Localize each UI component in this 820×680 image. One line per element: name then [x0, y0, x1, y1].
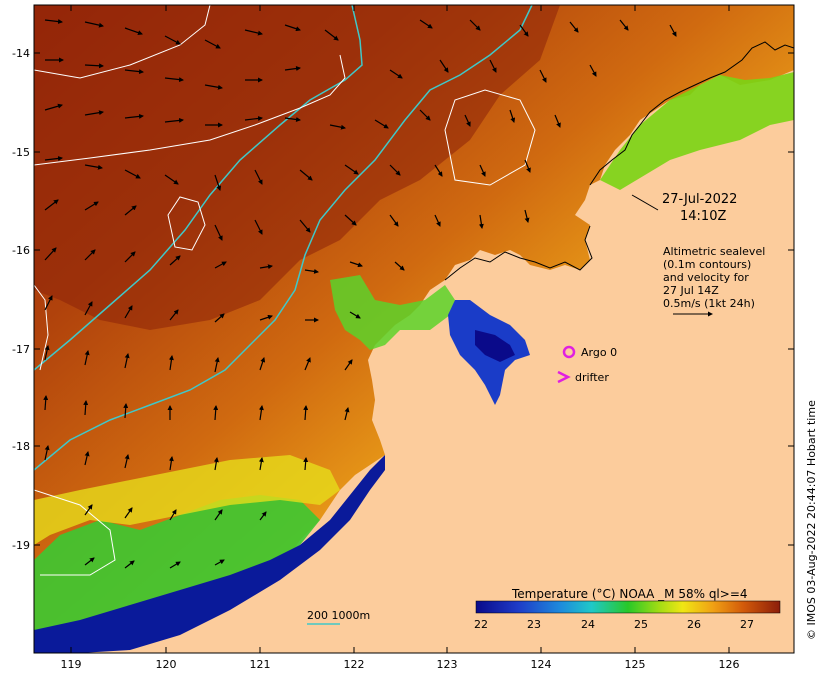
colorbar-tick: 24: [581, 618, 595, 631]
colorbar-title: Temperature (°C) NOAA _M 58% ql>=4: [511, 587, 748, 601]
coastline-mid: [444, 225, 593, 281]
colorbar-tick: 25: [634, 618, 648, 631]
credit-text: © IMOS 03-Aug-2022 20:44:07 Hobart time: [805, 400, 818, 640]
x-tick-label: 121: [250, 658, 271, 671]
x-tick-label: 123: [437, 658, 458, 671]
colorbar-ticks: 22 23 24 25 26 27: [474, 618, 754, 631]
drifter-label: drifter: [575, 371, 609, 384]
contour-3: [34, 54, 346, 166]
colorbar: [475, 600, 781, 614]
x-tick-label: 122: [344, 658, 365, 671]
contour-1: [444, 89, 536, 186]
coastal-yellow-south: [34, 455, 340, 545]
contour-6: [34, 284, 49, 371]
contour-4: [34, 5, 211, 79]
plot-frame: [33, 4, 795, 654]
y-axis: -14 -15 -16 -17 -18 -19: [12, 47, 794, 552]
gulf-core: [475, 330, 515, 362]
y-tick-label: -19: [12, 539, 30, 552]
drifter-marker-icon: [557, 370, 571, 384]
note-line: Altimetric sealevel: [663, 245, 765, 258]
note-line: (0.1m contours): [663, 258, 751, 271]
x-tick-label: 126: [719, 658, 740, 671]
isobath-1000: [34, 5, 533, 471]
x-tick-label: 125: [625, 658, 646, 671]
map-time: 14:10Z: [680, 209, 726, 224]
y-tick-label: -17: [12, 343, 30, 356]
velocity-arrows: [43, 19, 677, 569]
coastline-north: [589, 41, 794, 186]
altimetry-notes: Altimetric sealevel (0.1m contours) and …: [663, 245, 765, 317]
y-tick-label: -18: [12, 440, 30, 453]
x-tick-label: 124: [531, 658, 552, 671]
argo-marker-icon: [562, 345, 576, 359]
coastal-green-north: [600, 72, 794, 190]
note-line: 0.5m/s (1kt 24h): [663, 297, 755, 310]
isobath-200: [34, 5, 363, 371]
colorbar-tick: 22: [474, 618, 488, 631]
x-tick-label: 120: [156, 658, 177, 671]
coastal-green: [330, 275, 455, 350]
colorbar-tick: 26: [687, 618, 701, 631]
coastal-blue-south: [34, 455, 385, 653]
note-line: and velocity for: [663, 271, 749, 284]
x-tick-label: 119: [61, 658, 82, 671]
argo-label: Argo 0: [581, 346, 617, 359]
date-pointer: [631, 194, 659, 211]
note-line: 27 Jul 14Z: [663, 284, 719, 297]
colorbar-tick: 23: [527, 618, 541, 631]
y-tick-label: -16: [12, 244, 30, 257]
y-tick-label: -14: [12, 47, 30, 60]
x-axis: 119 120 121 122 123 124 125 126: [61, 5, 740, 671]
map-date: 27-Jul-2022: [662, 192, 737, 207]
isobath-label: 200 1000m: [307, 609, 370, 622]
colorbar-tick: 27: [740, 618, 754, 631]
y-tick-label: -15: [12, 146, 30, 159]
warm-core: [34, 5, 560, 330]
contour-5: [34, 489, 116, 576]
contour-2: [167, 196, 206, 251]
